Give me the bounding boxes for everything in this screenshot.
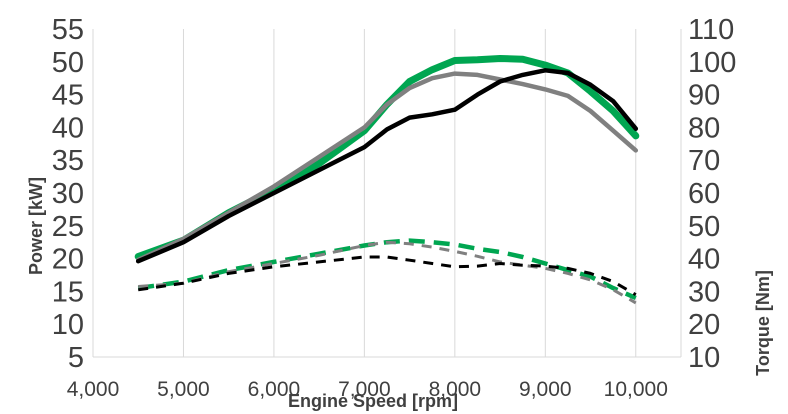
x-tick-label: 4,000: [67, 378, 120, 401]
right-y-tick-label: 60: [688, 178, 720, 210]
right-y-tick-label: 110: [688, 14, 734, 46]
x-tick-labels: 4,000 5,000 6,000 7,000 8,000 9,000 10,000: [67, 378, 668, 401]
left-y-tick-label: 25: [52, 211, 84, 243]
x-tick-label: 6,000: [248, 378, 301, 401]
x-tick-label: 8,000: [429, 378, 482, 401]
left-y-tick-label: 5: [68, 342, 84, 374]
right-y-tick-label: 30: [688, 276, 720, 308]
right-y-tick-label: 10: [688, 342, 720, 374]
left-y-tick-label: 15: [52, 276, 84, 308]
series-line-5: [138, 240, 637, 305]
x-tick-label: 5,000: [157, 378, 210, 401]
x-axis-title: Engine Speed [rpm]: [288, 391, 458, 411]
left-y-tick-label: 45: [52, 80, 84, 112]
x-tick-label: 9,000: [519, 378, 572, 401]
plot-axes: [92, 29, 682, 358]
left-y-tick-label: 20: [52, 244, 84, 276]
right-y-axis-title: Torque [Nm]: [753, 270, 773, 376]
left-y-tick-label: 10: [52, 309, 84, 341]
right-y-tick-label: 80: [688, 112, 720, 144]
right-y-tick-label: 20: [688, 309, 720, 341]
series-lines: [134, 55, 640, 305]
left-y-tick-label: 40: [52, 112, 84, 144]
left-y-tick-label: 35: [52, 145, 84, 177]
right-y-tick-label: 40: [688, 244, 720, 276]
series-line-3: [135, 68, 639, 264]
series-line-6: [137, 255, 637, 296]
right-y-tick-label: 100: [688, 47, 736, 79]
x-tick-label: 7,000: [338, 378, 391, 401]
left-y-axis-title: Power [kW]: [26, 177, 46, 275]
vertical-gridlines: [182, 29, 637, 357]
x-tick-label: 10,000: [604, 378, 668, 401]
series-line-4: [137, 238, 637, 301]
series-line-2: [135, 71, 639, 263]
right-y-tick-label: 50: [688, 211, 720, 243]
right-y-tick-label: 90: [688, 80, 720, 112]
left-y-tick-label: 55: [52, 14, 84, 46]
left-y-tick-label: 30: [52, 178, 84, 210]
left-y-tick-label: 50: [52, 47, 84, 79]
right-y-tick-label: 70: [688, 145, 720, 177]
